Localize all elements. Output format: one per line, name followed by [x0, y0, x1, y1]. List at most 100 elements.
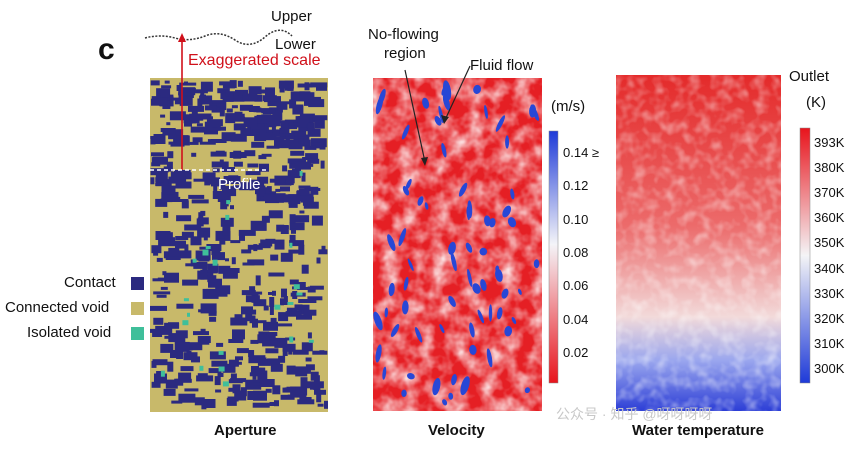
contact-patch	[299, 113, 315, 117]
contact-patch	[266, 186, 272, 197]
scale-arrow-head	[178, 33, 186, 42]
velocity-colorbar	[548, 130, 559, 384]
velocity-tick: 0.14 ≥	[563, 145, 600, 160]
contact-patch	[222, 81, 235, 89]
caption-aperture: Aperture	[214, 422, 277, 439]
contact-patch	[290, 174, 298, 178]
contact-patch	[228, 387, 237, 392]
contact-patch	[223, 176, 241, 184]
contact-patch	[232, 329, 245, 340]
contact-patch	[300, 139, 311, 147]
contact-patch	[151, 245, 162, 254]
contact-patch	[283, 296, 288, 305]
contact-patch	[288, 249, 304, 254]
contact-patch	[276, 323, 293, 327]
contact-patch	[294, 304, 303, 311]
contact-patch	[265, 348, 279, 354]
contact-patch	[235, 356, 243, 361]
contact-patch	[289, 222, 305, 231]
contact-patch	[169, 111, 186, 121]
fluid-flow-arrow	[444, 65, 471, 121]
contact-patch	[151, 152, 164, 157]
contact-patch	[320, 160, 325, 169]
contact-patch	[222, 225, 231, 236]
contact-patch	[160, 286, 168, 290]
contact-patch	[295, 161, 311, 170]
contact-patch	[207, 263, 219, 273]
contact-patch	[170, 172, 182, 177]
contact-patch	[163, 388, 176, 396]
contact-patch	[259, 357, 267, 365]
contact-patch	[276, 102, 288, 110]
isolated-void-patch	[308, 339, 314, 343]
contact-patch	[203, 231, 208, 241]
contact-patch	[190, 236, 202, 246]
contact-patch	[204, 105, 217, 111]
contact-patch	[219, 81, 224, 86]
contact-patch	[285, 311, 302, 316]
contact-patch	[162, 129, 176, 136]
contact-patch	[299, 210, 305, 214]
contact-patch	[297, 83, 313, 88]
contact-patch	[310, 186, 319, 195]
contact-patch	[269, 297, 275, 307]
contact-patch	[191, 108, 198, 117]
flow-channel	[388, 282, 395, 297]
flow-channel	[496, 307, 503, 320]
contact-patch	[239, 104, 253, 111]
contact-patch	[312, 350, 328, 355]
contact-patch	[282, 165, 288, 172]
contact-patch	[245, 171, 261, 176]
contact-patch	[268, 210, 283, 219]
isolated-void-patch	[192, 258, 197, 263]
flow-channel	[505, 135, 510, 149]
no-flow-arrowhead	[421, 157, 428, 166]
contact-patch	[228, 175, 239, 179]
flow-channel	[480, 279, 487, 291]
fluid-flow-label: Fluid flow	[470, 57, 534, 74]
contact-patch	[174, 341, 190, 352]
contact-patch	[290, 150, 305, 156]
flow-channel	[402, 185, 410, 196]
contact-patch	[170, 142, 185, 147]
contact-patch	[259, 163, 269, 172]
isolated-void-patch	[299, 170, 303, 176]
contact-patch	[263, 321, 278, 331]
contact-patch	[228, 379, 243, 384]
contact-patch	[305, 364, 315, 371]
isolated-void-patch	[226, 200, 231, 205]
contact-patch	[153, 317, 164, 325]
contact-patch	[269, 178, 285, 183]
contact-patch	[276, 195, 284, 203]
contact-patch	[243, 117, 258, 128]
isolated-void-patch	[205, 246, 211, 249]
contact-patch	[196, 375, 214, 382]
contact-patch	[184, 121, 192, 127]
exaggerated-scale-label: Exaggerated scale	[188, 52, 321, 69]
contact-patch	[150, 138, 156, 145]
contact-patch	[248, 355, 266, 364]
outlet-label: Outlet	[789, 68, 830, 85]
contact-patch	[197, 98, 203, 108]
contact-patch	[193, 331, 209, 336]
contact-patch	[291, 228, 296, 234]
flow-channel	[439, 324, 445, 334]
contact-patch	[310, 382, 318, 390]
contact-patch	[319, 144, 326, 150]
contact-patch	[292, 349, 309, 355]
isolated-void-patch	[202, 249, 209, 256]
contact-patch	[280, 226, 289, 234]
temperature-tick: 370K	[814, 185, 845, 201]
contact-patch	[252, 374, 257, 380]
contact-patch	[260, 132, 277, 141]
contact-patch	[236, 348, 249, 354]
flow-channel	[384, 307, 389, 318]
contact-patch	[212, 123, 218, 128]
contact-patch	[270, 363, 283, 372]
contact-patch	[217, 88, 227, 94]
contact-patch	[289, 99, 297, 109]
contact-patch	[299, 394, 307, 402]
contact-patch	[305, 357, 312, 362]
contact-patch	[184, 87, 196, 92]
